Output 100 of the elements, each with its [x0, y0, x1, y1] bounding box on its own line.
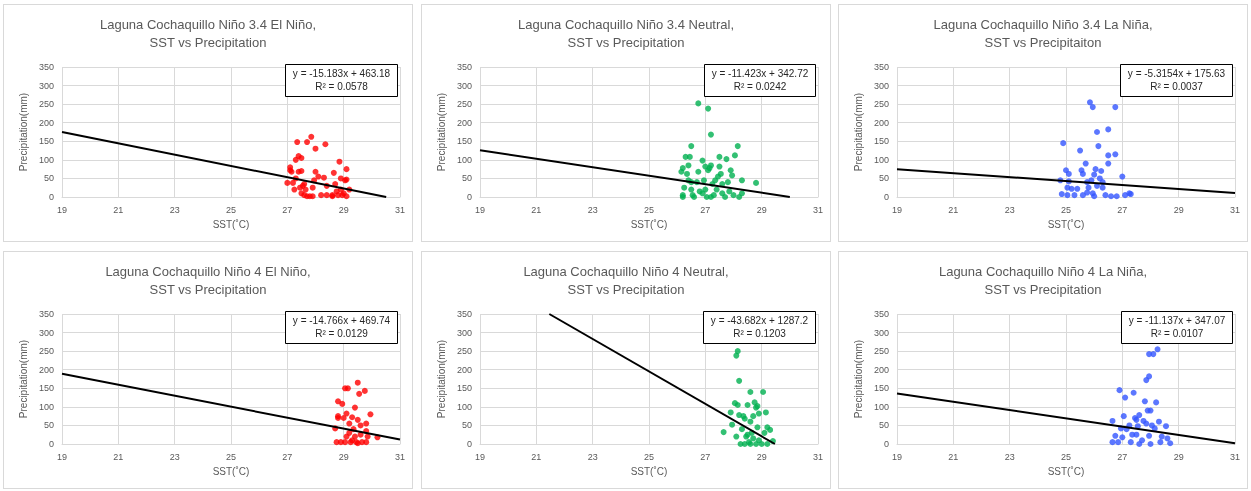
annotation: y = -15.183x + 463.18 — [292, 68, 391, 79]
annotation: R² = 0.0107 — [1150, 328, 1204, 339]
y-tick-label: 200 — [38, 364, 54, 375]
y-tick-label: 200 — [456, 117, 472, 128]
x-tick-label: 23 — [587, 204, 598, 215]
x-tick-label: 19 — [474, 451, 486, 462]
x-tick-label: 25 — [225, 204, 237, 215]
y-tick-label: 100 — [38, 401, 54, 412]
x-tick-label: 19 — [474, 204, 486, 215]
y-tick-label: 0 — [466, 192, 472, 202]
y-axis-title: Precipitation(mm) — [852, 92, 864, 172]
x-tick-label: 19 — [891, 451, 903, 462]
x-tick-label: 31 — [394, 451, 406, 462]
y-tick-label: 250 — [456, 99, 472, 110]
annotation: y = -11.423x + 342.72 — [711, 68, 809, 79]
y-tick-label: 150 — [38, 383, 54, 394]
y-tick-label: 350 — [38, 309, 54, 319]
x-tick-label: 25 — [225, 451, 237, 462]
y-tick-label: 50 — [43, 420, 54, 431]
annotation: R² = 0.0578 — [315, 81, 369, 92]
x-axis-title: SST(˚C) — [630, 465, 668, 477]
y-tick-label: 0 — [48, 192, 54, 202]
x-tick-label: 29 — [338, 204, 349, 215]
y-axis-title: Precipitation(mm) — [17, 339, 29, 419]
x-tick-label: 23 — [1004, 451, 1015, 462]
chart-subtitle: SST vs Precipitation — [984, 282, 1102, 297]
y-tick-label: 350 — [38, 62, 54, 72]
y-tick-label: 200 — [456, 364, 472, 375]
y-tick-label: 150 — [456, 136, 472, 147]
y-tick-label: 300 — [873, 80, 889, 91]
x-tick-label: 19 — [56, 451, 68, 462]
y-axis-title: Precipitation(mm) — [852, 339, 864, 419]
annotation: y = -14.766x + 469.74 — [292, 315, 391, 326]
x-tick-label: 21 — [948, 204, 959, 215]
y-axis-title: Precipitation(mm) — [435, 339, 447, 419]
y-tick-label: 100 — [456, 401, 472, 412]
y-tick-label: 300 — [873, 327, 889, 338]
annotation: y = -43.682x + 1287.2 — [710, 315, 809, 326]
x-tick-label: 27 — [1117, 451, 1128, 462]
x-tick-label: 21 — [531, 451, 542, 462]
x-tick-label: 23 — [1004, 204, 1015, 215]
y-tick-label: 350 — [456, 309, 472, 319]
y-tick-label: 150 — [873, 136, 889, 147]
x-tick-label: 31 — [1229, 204, 1241, 215]
x-tick-label: 27 — [282, 451, 293, 462]
y-tick-label: 250 — [873, 346, 889, 357]
y-tick-label: 200 — [873, 117, 889, 128]
y-tick-label: 0 — [466, 439, 472, 449]
y-tick-label: 50 — [461, 420, 472, 431]
annotation: y = -5.3154x + 175.63 — [1127, 68, 1226, 79]
y-tick-label: 100 — [38, 154, 54, 165]
x-tick-label: 21 — [113, 451, 124, 462]
y-tick-label: 200 — [38, 117, 54, 128]
x-tick-label: 19 — [891, 204, 903, 215]
x-tick-label: 27 — [700, 451, 711, 462]
y-tick-label: 300 — [456, 327, 472, 338]
x-tick-label: 19 — [56, 204, 68, 215]
x-tick-label: 29 — [756, 451, 767, 462]
chart-title: Laguna Cochaquillo Niño 4 Neutral, — [523, 264, 729, 279]
y-tick-label: 100 — [456, 154, 472, 165]
x-tick-label: 29 — [756, 204, 767, 215]
y-tick-label: 150 — [38, 136, 54, 147]
y-tick-label: 300 — [38, 327, 54, 338]
x-tick-label: 29 — [1173, 451, 1184, 462]
annotation: R² = 0.0242 — [733, 81, 787, 92]
y-tick-label: 250 — [873, 99, 889, 110]
x-tick-label: 21 — [113, 204, 124, 215]
x-tick-label: 31 — [1229, 451, 1241, 462]
y-tick-label: 50 — [461, 173, 472, 184]
y-tick-label: 150 — [456, 383, 472, 394]
chart-subtitle: SST vs Precipitation — [149, 35, 267, 50]
y-tick-label: 50 — [878, 420, 889, 431]
x-tick-label: 31 — [812, 204, 824, 215]
chart-subtitle: SST vs Precipitation — [567, 282, 685, 297]
y-tick-label: 250 — [38, 346, 54, 357]
x-tick-label: 25 — [1060, 204, 1072, 215]
y-tick-label: 0 — [48, 439, 54, 449]
x-tick-label: 25 — [643, 451, 655, 462]
x-tick-label: 23 — [169, 204, 180, 215]
x-tick-label: 23 — [169, 451, 180, 462]
chart-title: Laguna Cochaquillo Niño 3.4 La Niña, — [933, 17, 1153, 32]
chart-subtitle: SST vs Precipitation — [149, 282, 267, 297]
y-tick-label: 250 — [456, 346, 472, 357]
y-tick-label: 100 — [873, 401, 889, 412]
y-tick-label: 350 — [456, 62, 472, 72]
y-tick-label: 50 — [878, 173, 889, 184]
x-tick-label: 31 — [812, 451, 824, 462]
x-axis-title: SST(˚C) — [1047, 218, 1085, 230]
x-axis-title: SST(˚C) — [212, 465, 250, 477]
y-tick-label: 150 — [873, 383, 889, 394]
chart-subtitle: SST vs Precipitaiton — [984, 35, 1102, 50]
y-tick-label: 350 — [873, 309, 889, 319]
y-tick-label: 300 — [456, 80, 472, 91]
y-tick-label: 350 — [873, 62, 889, 72]
y-axis-title: Precipitation(mm) — [17, 92, 29, 172]
y-tick-label: 0 — [883, 192, 889, 202]
annotation: R² = 0.1203 — [733, 328, 787, 339]
x-tick-label: 27 — [1117, 204, 1128, 215]
x-tick-label: 31 — [394, 204, 406, 215]
y-tick-label: 200 — [873, 364, 889, 375]
